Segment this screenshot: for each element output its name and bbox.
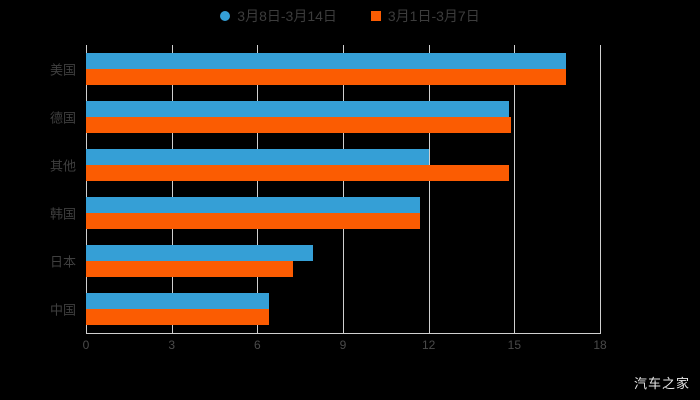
y-category-label: 中国 — [49, 302, 76, 318]
bar[interactable] — [86, 165, 509, 181]
bar[interactable] — [86, 117, 512, 133]
x-axis-line — [86, 333, 601, 334]
x-tick-label: 3 — [168, 338, 175, 352]
bar[interactable] — [86, 197, 421, 213]
x-tick-label: 9 — [339, 338, 347, 352]
watermark: 汽车之家 — [633, 376, 690, 391]
bar[interactable] — [86, 245, 314, 261]
bar[interactable] — [86, 149, 429, 165]
y-category-label: 韩国 — [49, 206, 76, 222]
bar[interactable] — [86, 309, 269, 325]
x-tick-label: 15 — [507, 338, 522, 352]
bar[interactable] — [86, 293, 269, 309]
x-tick-label: 0 — [82, 338, 90, 352]
y-category-label: 日本 — [49, 254, 76, 270]
legend-square-icon — [370, 11, 381, 21]
legend-item[interactable]: 3月1日-3月7日 — [370, 8, 480, 24]
bar[interactable] — [86, 69, 566, 85]
y-category-label: 其他 — [49, 158, 76, 174]
x-tick-label: 12 — [421, 338, 436, 352]
legend-label: 3月8日-3月14日 — [237, 8, 337, 24]
gridline — [171, 45, 173, 333]
legend-label: 3月1日-3月7日 — [387, 8, 480, 24]
bar[interactable] — [86, 261, 294, 277]
legend-item[interactable]: 3月8日-3月14日 — [220, 8, 337, 24]
gridline — [600, 45, 601, 333]
y-category-label: 德国 — [49, 110, 76, 126]
bar[interactable] — [86, 213, 421, 229]
bar[interactable] — [86, 53, 566, 69]
gridline — [514, 45, 516, 333]
gridline — [428, 45, 430, 333]
x-tick-label: 6 — [253, 338, 261, 352]
gridline — [257, 45, 259, 333]
legend-circle-icon — [220, 11, 231, 21]
x-tick-label: 18 — [593, 338, 607, 352]
bar[interactable] — [86, 101, 509, 117]
chart-legend: 3月8日-3月14日 3月1日-3月7日 — [0, 8, 700, 24]
y-category-label: 美国 — [49, 62, 76, 78]
plot-area — [86, 45, 601, 333]
gridline — [343, 45, 344, 333]
gridline — [86, 45, 87, 333]
